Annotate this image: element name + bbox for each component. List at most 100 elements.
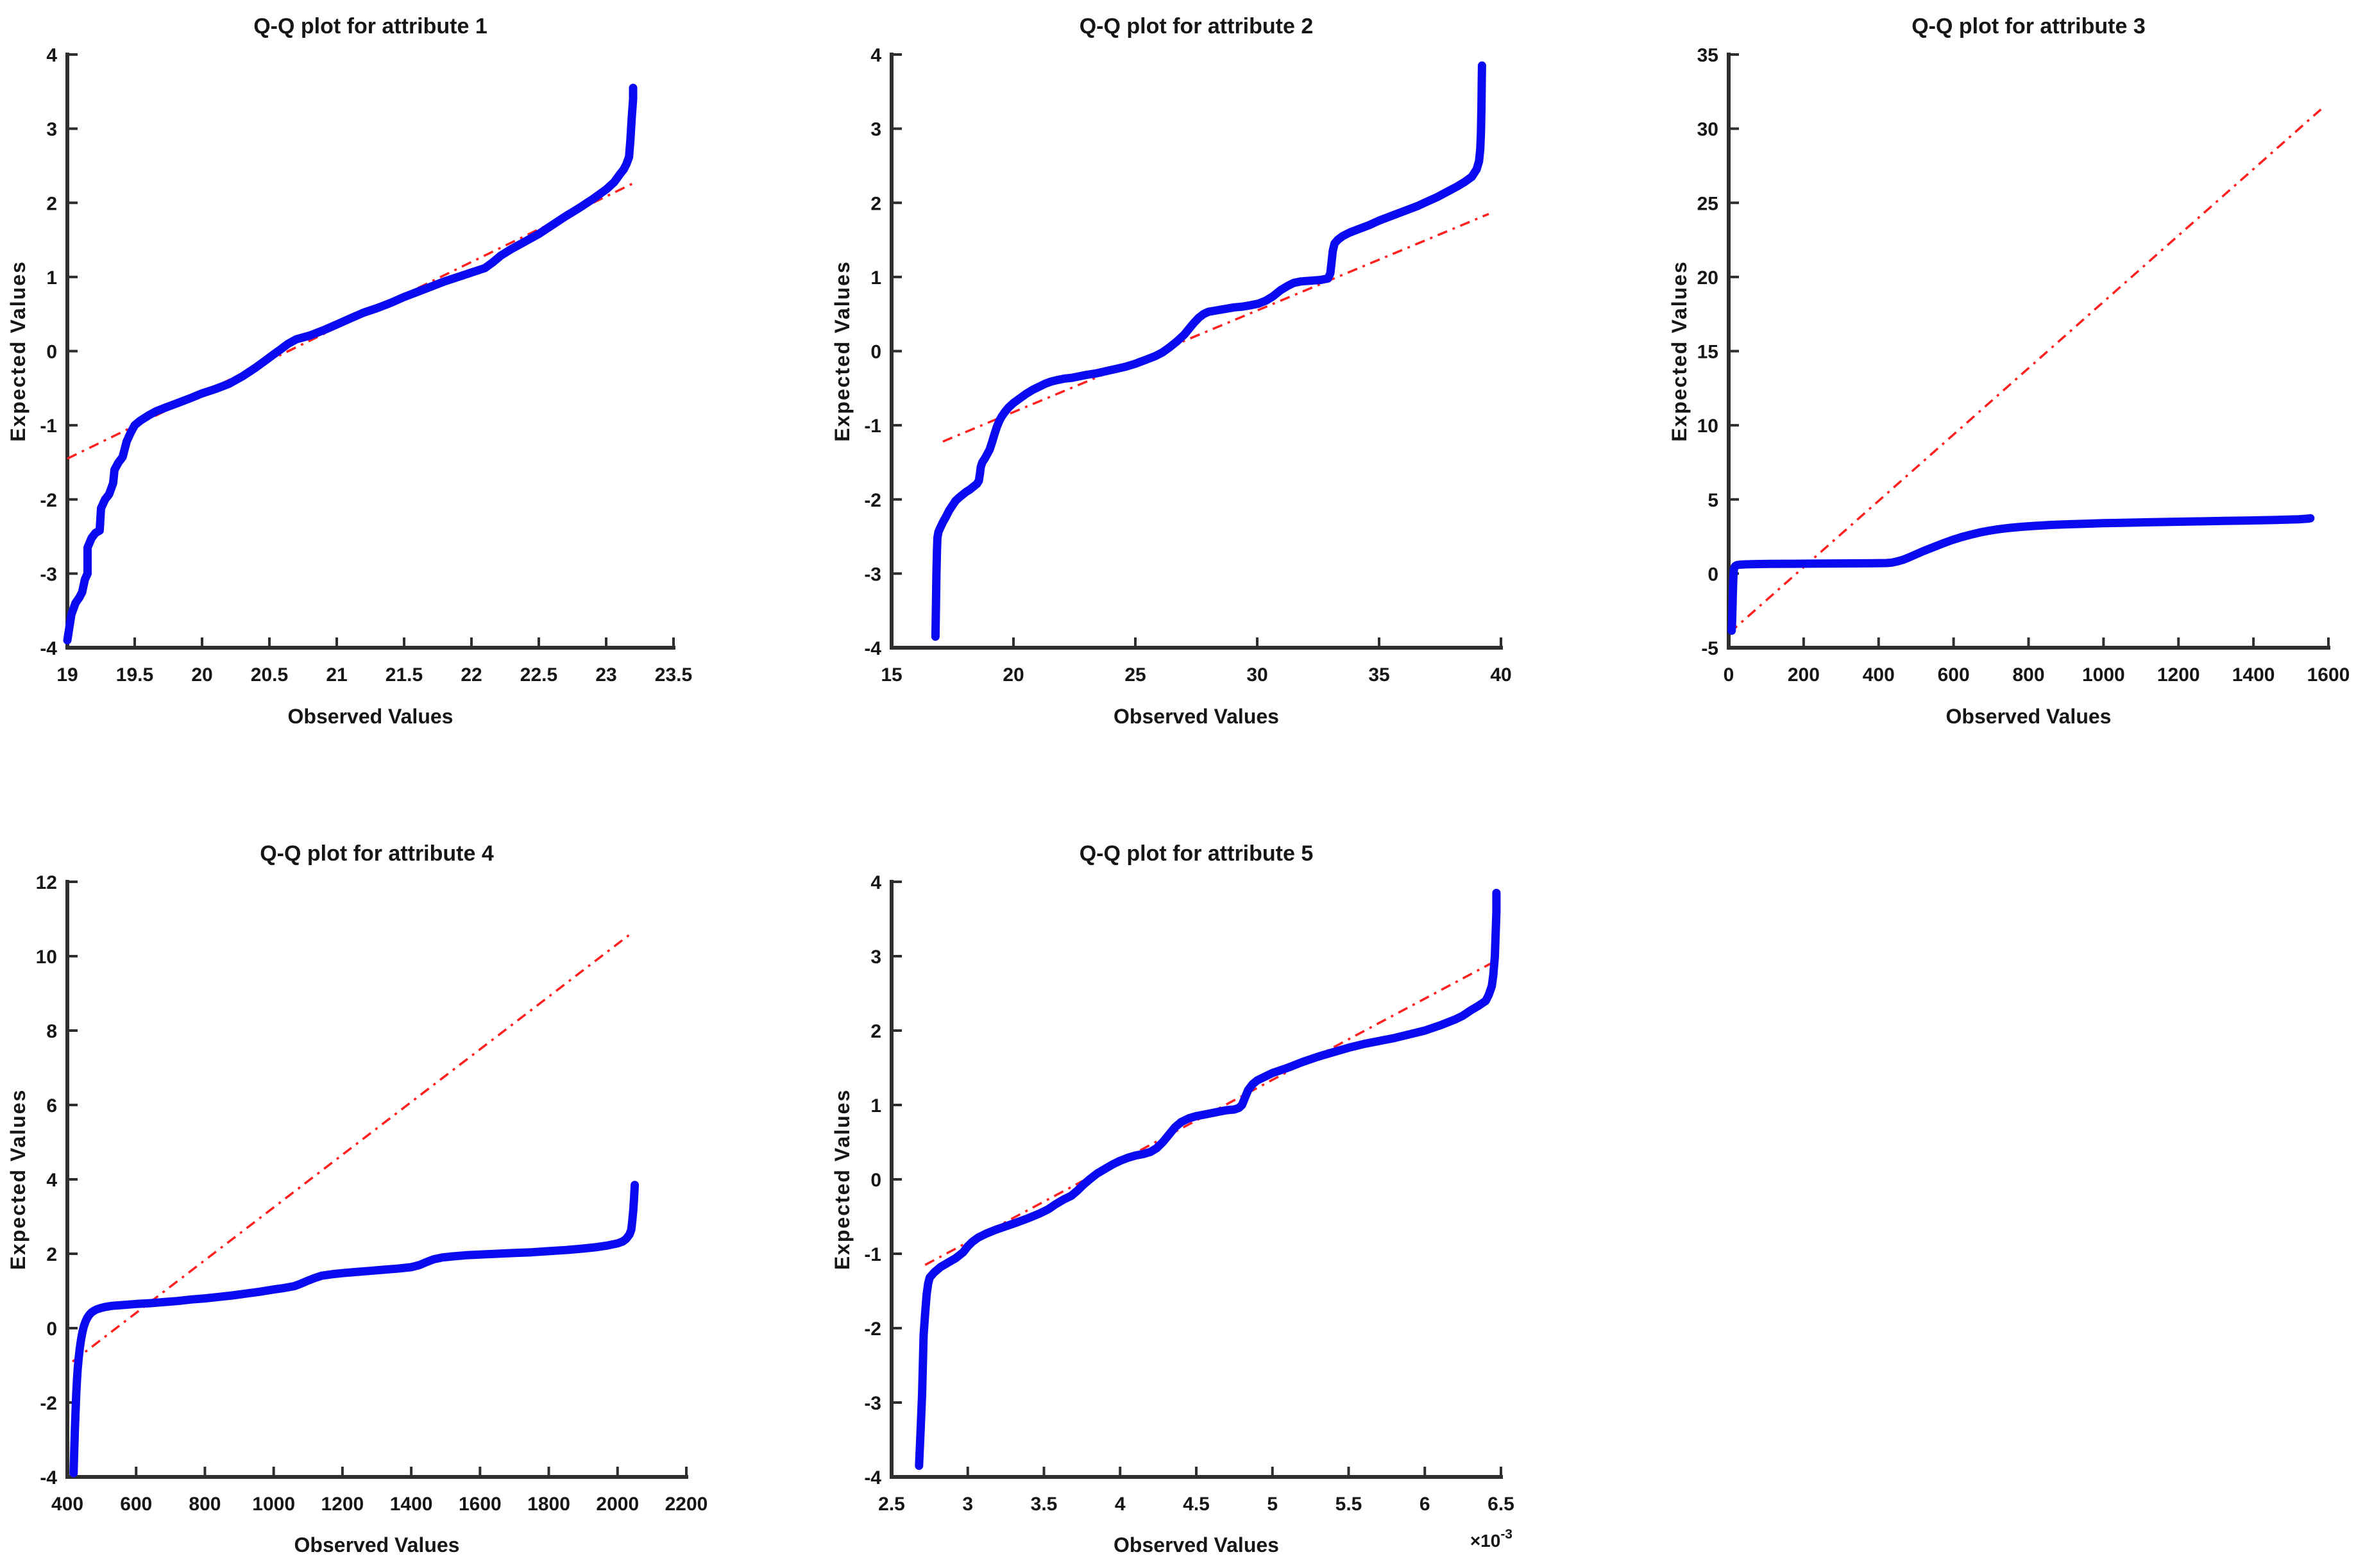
y-tick-label: 2 — [46, 193, 57, 214]
y-tick-label: -4 — [40, 638, 57, 659]
y-tick-label: 5 — [1708, 490, 1718, 511]
x-axis-title: Observed Values — [1114, 705, 1279, 728]
y-tick-label: -4 — [864, 638, 881, 659]
x-tick-label: 1800 — [527, 1494, 570, 1515]
x-tick-label: 400 — [51, 1494, 83, 1515]
x-tick-label: 25 — [1124, 664, 1146, 686]
qq-curve — [915, 888, 1501, 1471]
y-tick-label: 4 — [46, 45, 57, 66]
x-tick-label: 600 — [120, 1494, 152, 1515]
qq-curve — [63, 83, 638, 645]
plot-title: Q-Q plot for attribute 2 — [1080, 14, 1314, 38]
x-tick-label: 22 — [461, 664, 482, 686]
y-tick-label: 0 — [46, 342, 57, 363]
y-tick-label: 12 — [36, 872, 57, 893]
x-tick-label: 6.5 — [1487, 1494, 1514, 1515]
y-tick-label: 2 — [870, 1021, 881, 1042]
y-tick-label: 8 — [46, 1021, 57, 1042]
x-tick-label: 400 — [1863, 664, 1895, 686]
y-tick-label: -1 — [864, 416, 881, 437]
x-tick-label: 3 — [962, 1494, 973, 1515]
y-tick-label: 2 — [46, 1244, 57, 1265]
y-tick-label: 6 — [46, 1095, 57, 1117]
y-tick-label: -2 — [40, 490, 57, 511]
y-axis-title: Expected Values — [1668, 260, 1691, 442]
x-tick-label: 1000 — [252, 1494, 295, 1515]
x-axis-title: Observed Values — [294, 1533, 460, 1556]
y-tick-label: -3 — [864, 1393, 881, 1414]
x-tick-label: 23.5 — [655, 664, 692, 686]
x-tick-label: 4 — [1115, 1494, 1126, 1515]
x-tick-label: 1400 — [2232, 664, 2275, 686]
x-tick-label: 3.5 — [1031, 1494, 1058, 1515]
qq-plot-5: Q-Q plot for attribute 5 2.5 3 3.5 4 4.5 5 5.5 6… — [831, 841, 1514, 1556]
y-tick-label: -1 — [40, 416, 57, 437]
y-axis-title: Expected Values — [831, 260, 854, 442]
x-tick-label: 200 — [1788, 664, 1820, 686]
x-tick-label: 2.5 — [878, 1494, 905, 1515]
y-tick-label: 1 — [870, 267, 881, 289]
y-tick-label: -2 — [864, 490, 881, 511]
x-tick-label: 35 — [1368, 664, 1389, 686]
qq-curve — [931, 61, 1486, 641]
y-tick-label: -5 — [1701, 638, 1718, 659]
x-tick-label: 20.5 — [251, 664, 288, 686]
x-tick-label: 15 — [881, 664, 902, 686]
y-axis-title: Expected Values — [6, 1089, 30, 1270]
x-tick-label: 2200 — [665, 1494, 708, 1515]
x-tick-label: 22.5 — [520, 664, 557, 686]
x-tick-label: 21 — [326, 664, 347, 686]
y-tick-label: 15 — [1697, 342, 1718, 363]
x-tick-label: 0 — [1724, 664, 1734, 686]
qq-plot-2: Q-Q plot for attribute 215 20 25 30 35 40-4-3… — [831, 14, 1512, 728]
x-axis-title: Observed Values — [1946, 705, 2112, 728]
y-tick-label: -1 — [864, 1244, 881, 1265]
y-tick-label: 1 — [46, 267, 57, 289]
y-tick-label: -2 — [40, 1393, 57, 1414]
x-tick-label: 1000 — [2082, 664, 2125, 686]
plot-title: Q-Q plot for attribute 1 — [253, 14, 487, 38]
x-tick-label: 800 — [2012, 664, 2044, 686]
x-tick-label: 30 — [1246, 664, 1267, 686]
x-axis-title: Observed Values — [288, 705, 453, 728]
y-tick-label: -4 — [864, 1467, 881, 1488]
plot-title: Q-Q plot for attribute 5 — [1080, 841, 1314, 866]
x-tick-label: 1600 — [2307, 664, 2350, 686]
x-tick-label: 23 — [595, 664, 616, 686]
x-tick-label: 20 — [191, 664, 212, 686]
y-tick-label: -3 — [864, 564, 881, 585]
qq-curve — [1727, 514, 2315, 635]
x-tick-label: 5 — [1267, 1494, 1278, 1515]
x-tick-label: 20 — [1003, 664, 1024, 686]
reference-line — [1729, 108, 2322, 634]
y-tick-label: 0 — [870, 342, 881, 363]
y-tick-label: 4 — [870, 45, 881, 66]
x-tick-label: 40 — [1490, 664, 1511, 686]
y-tick-label: 3 — [870, 119, 881, 140]
y-tick-label: 20 — [1697, 267, 1718, 289]
y-tick-label: 3 — [46, 119, 57, 140]
x-tick-label: 2000 — [596, 1494, 639, 1515]
y-tick-label: 0 — [46, 1319, 57, 1340]
y-axis-title: Expected Values — [831, 1089, 854, 1270]
reference-line — [942, 212, 1489, 443]
y-tick-label: -2 — [864, 1319, 881, 1340]
y-tick-label: 4 — [870, 872, 881, 893]
x-tick-label: 6 — [1420, 1494, 1430, 1515]
y-tick-label: 4 — [46, 1170, 57, 1191]
x-tick-label: 1400 — [390, 1494, 433, 1515]
y-tick-label: 10 — [36, 947, 57, 968]
qq-plot-1: Q-Q plot for attribute 119 19.5 20 20.5 21 21… — [6, 14, 692, 728]
y-tick-label: 30 — [1697, 119, 1718, 140]
reference-line — [71, 931, 634, 1363]
plot-title: Q-Q plot for attribute 4 — [260, 841, 494, 866]
plot-title: Q-Q plot for attribute 3 — [1911, 14, 2146, 38]
qq-plot-3: Q-Q plot for attribute 30 200 400 600 800 100… — [1668, 14, 2350, 728]
x-axis-title: Observed Values — [1114, 1533, 1279, 1556]
y-tick-label: 3 — [870, 947, 881, 968]
qq-curve — [69, 1181, 640, 1478]
y-tick-label: 0 — [870, 1170, 881, 1191]
y-tick-label: 0 — [1708, 564, 1718, 585]
